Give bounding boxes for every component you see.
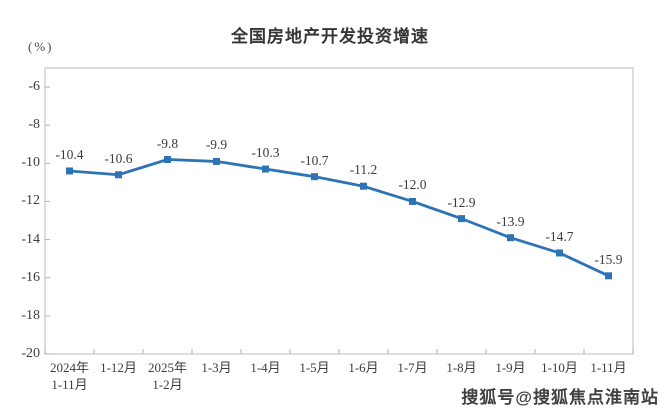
x-axis-label: 1-10月 — [526, 359, 594, 376]
x-axis-label: 1-5月 — [281, 359, 349, 376]
y-axis-tick-label: -14 — [21, 231, 40, 247]
data-point-label: -10.7 — [300, 152, 329, 168]
x-axis-label-line: 1-12月 — [100, 360, 137, 375]
data-point-marker — [605, 272, 612, 280]
x-axis-label: 1-7月 — [379, 359, 447, 376]
data-point-label: -10.3 — [251, 145, 280, 161]
x-axis-label-line: 1-6月 — [348, 360, 379, 375]
data-point-label: -15.9 — [594, 251, 623, 267]
data-point-label: -9.8 — [156, 135, 179, 151]
data-point-label: -9.9 — [205, 137, 228, 153]
y-axis-tick-label: -8 — [28, 117, 40, 133]
x-axis-label: 1-11月 — [575, 359, 643, 376]
x-axis-label-line: 1-5月 — [299, 360, 330, 375]
x-axis-label-line: 1-2月 — [152, 377, 183, 392]
data-point-marker — [213, 157, 220, 165]
data-point-marker — [507, 234, 514, 242]
y-axis-tick-label: -10 — [21, 155, 40, 171]
x-axis-label: 1-9月 — [477, 359, 545, 376]
x-axis-label: 1-12月 — [85, 359, 153, 376]
data-point-label: -10.4 — [55, 146, 84, 162]
chart-title: 全国房地产开发投资增速 — [231, 27, 429, 46]
x-axis-label: 1-6月 — [330, 359, 398, 376]
data-point-label: -12.9 — [447, 194, 476, 210]
data-point-marker — [262, 165, 269, 173]
x-axis-label: 1-4月 — [232, 359, 300, 376]
x-axis-label-line: 1-8月 — [446, 360, 477, 375]
x-axis-label-line: 1-3月 — [201, 360, 232, 375]
y-axis-tick-label: -18 — [21, 307, 40, 323]
x-axis-label: 1-8月 — [428, 359, 496, 376]
data-point-marker — [164, 156, 171, 164]
line-series — [68, 158, 610, 278]
data-point-marker — [311, 173, 318, 181]
data-point-marker — [66, 167, 73, 175]
x-axis-label-line: 1-10月 — [541, 360, 578, 375]
y-axis-tick-label: -6 — [28, 79, 40, 95]
x-axis-label-line: 1-9月 — [495, 360, 526, 375]
x-axis-label-line: 1-4月 — [250, 360, 281, 375]
data-point-marker — [115, 171, 122, 179]
x-axis-label-line: 2025年 — [147, 360, 187, 375]
watermark-text: 搜狐号@搜狐焦点淮南站 — [461, 388, 659, 407]
y-axis-tick-label: -16 — [21, 269, 40, 285]
data-point-label: -14.7 — [545, 228, 574, 244]
data-point-label: -13.9 — [496, 213, 525, 229]
data-point-marker — [458, 215, 465, 223]
data-point-marker — [556, 249, 563, 257]
x-axis-label-line: 1-11月 — [51, 377, 88, 392]
x-axis-label: 1-3月 — [183, 359, 251, 376]
y-axis-tick-label: -20 — [21, 346, 40, 361]
data-point-marker — [360, 182, 367, 190]
x-axis-label-line: 2024年 — [49, 360, 89, 375]
x-axis-label: 2025年 1-2月 — [134, 359, 202, 393]
x-axis-label-line: 1-11月 — [590, 360, 627, 375]
x-axis-label: 2024年 1-11月 — [36, 359, 104, 393]
x-axis-label-line: 1-7月 — [397, 360, 428, 375]
plot-border — [44, 67, 634, 355]
data-point-label: -10.6 — [104, 150, 133, 166]
y-axis-tick-label: -12 — [21, 193, 40, 209]
data-point-label: -12.0 — [398, 177, 427, 193]
data-point-marker — [409, 197, 416, 205]
y-axis-unit-label: (%) — [28, 39, 54, 54]
data-point-label: -11.2 — [349, 162, 378, 178]
